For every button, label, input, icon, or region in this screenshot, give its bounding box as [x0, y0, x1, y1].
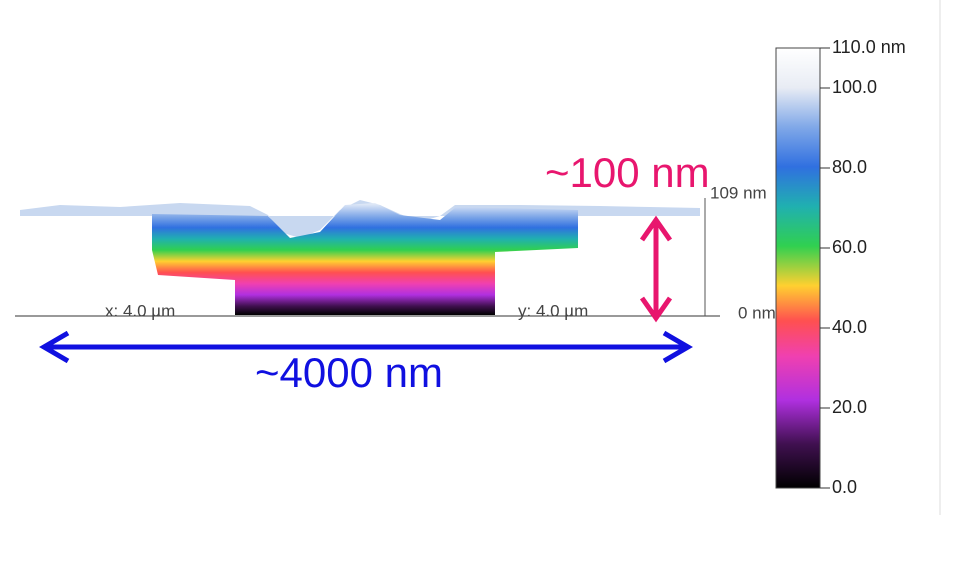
x-axis-label: x: 4.0 µm [105, 301, 175, 320]
colorbar-tick-label: 100.0 [832, 77, 877, 97]
surface [20, 200, 700, 315]
colorbar-tick-label: 20.0 [832, 397, 867, 417]
colorbar-tick-label: 60.0 [832, 237, 867, 257]
z-bottom-label: 0 nm [738, 303, 776, 322]
colorbar [775, 47, 821, 489]
height-annotation: ~100 nm [545, 149, 710, 196]
colorbar-tick-label: 40.0 [832, 317, 867, 337]
z-top-label: 109 nm [710, 183, 767, 202]
width-annotation: ~4000 nm [255, 349, 443, 396]
y-axis-label: y: 4.0 µm [518, 301, 588, 320]
height-arrow [639, 215, 673, 323]
colorbar-tick-label: 0.0 [832, 477, 857, 497]
width-arrow [39, 330, 693, 364]
colorbar-tick-label: 110.0 nm [832, 37, 906, 57]
colorbar-tick-label: 80.0 [832, 157, 867, 177]
